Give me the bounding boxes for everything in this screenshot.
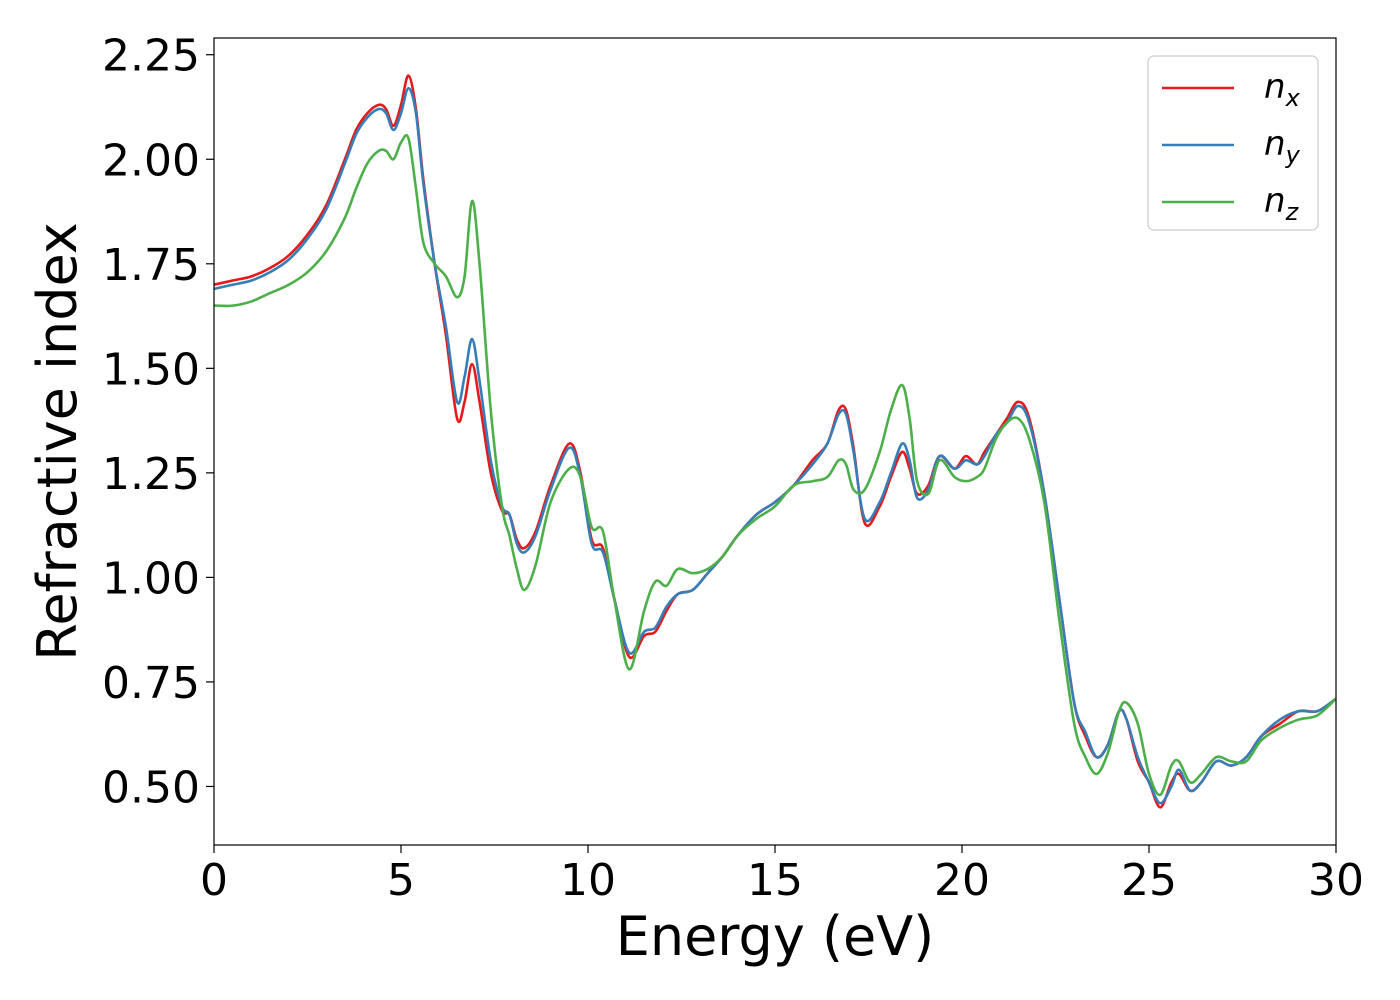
- x-tick-label: 10: [560, 855, 616, 906]
- series-layer: [213, 74, 1337, 809]
- series-line-nz: [213, 133, 1337, 797]
- legend-box: [1147, 55, 1319, 231]
- y-tick-label: 1.25: [102, 449, 200, 500]
- legend-label-y: ny: [1264, 124, 1301, 169]
- series-line-ny: [213, 86, 1337, 805]
- y-tick-label: 1.75: [102, 240, 200, 291]
- legend-label-z: nz: [1264, 181, 1300, 226]
- x-tick-label: 25: [1121, 855, 1177, 906]
- x-tick-label: 20: [934, 855, 990, 906]
- y-axis-title: Refractive index: [26, 222, 89, 661]
- x-axis: 0 5 10 15 20 25 30: [200, 845, 1364, 906]
- y-tick-label: 1.00: [102, 553, 200, 604]
- x-axis-title: Energy (eV): [616, 905, 935, 968]
- legend-label-x: nx: [1264, 67, 1301, 112]
- y-tick-label: 2.25: [102, 31, 200, 82]
- y-axis: 0.50 0.75 1.00 1.25 1.50 1.75 2.00 2.25: [102, 31, 214, 813]
- x-tick-label: 30: [1308, 855, 1364, 906]
- y-tick-label: 1.50: [102, 344, 200, 395]
- legend: nx ny nz: [1147, 55, 1319, 231]
- x-tick-label: 0: [200, 855, 228, 906]
- y-tick-label: 0.75: [102, 658, 200, 709]
- x-tick-label: 5: [387, 855, 415, 906]
- y-tick-label: 0.50: [102, 762, 200, 813]
- x-tick-label: 15: [747, 855, 803, 906]
- y-tick-label: 2.00: [102, 135, 200, 186]
